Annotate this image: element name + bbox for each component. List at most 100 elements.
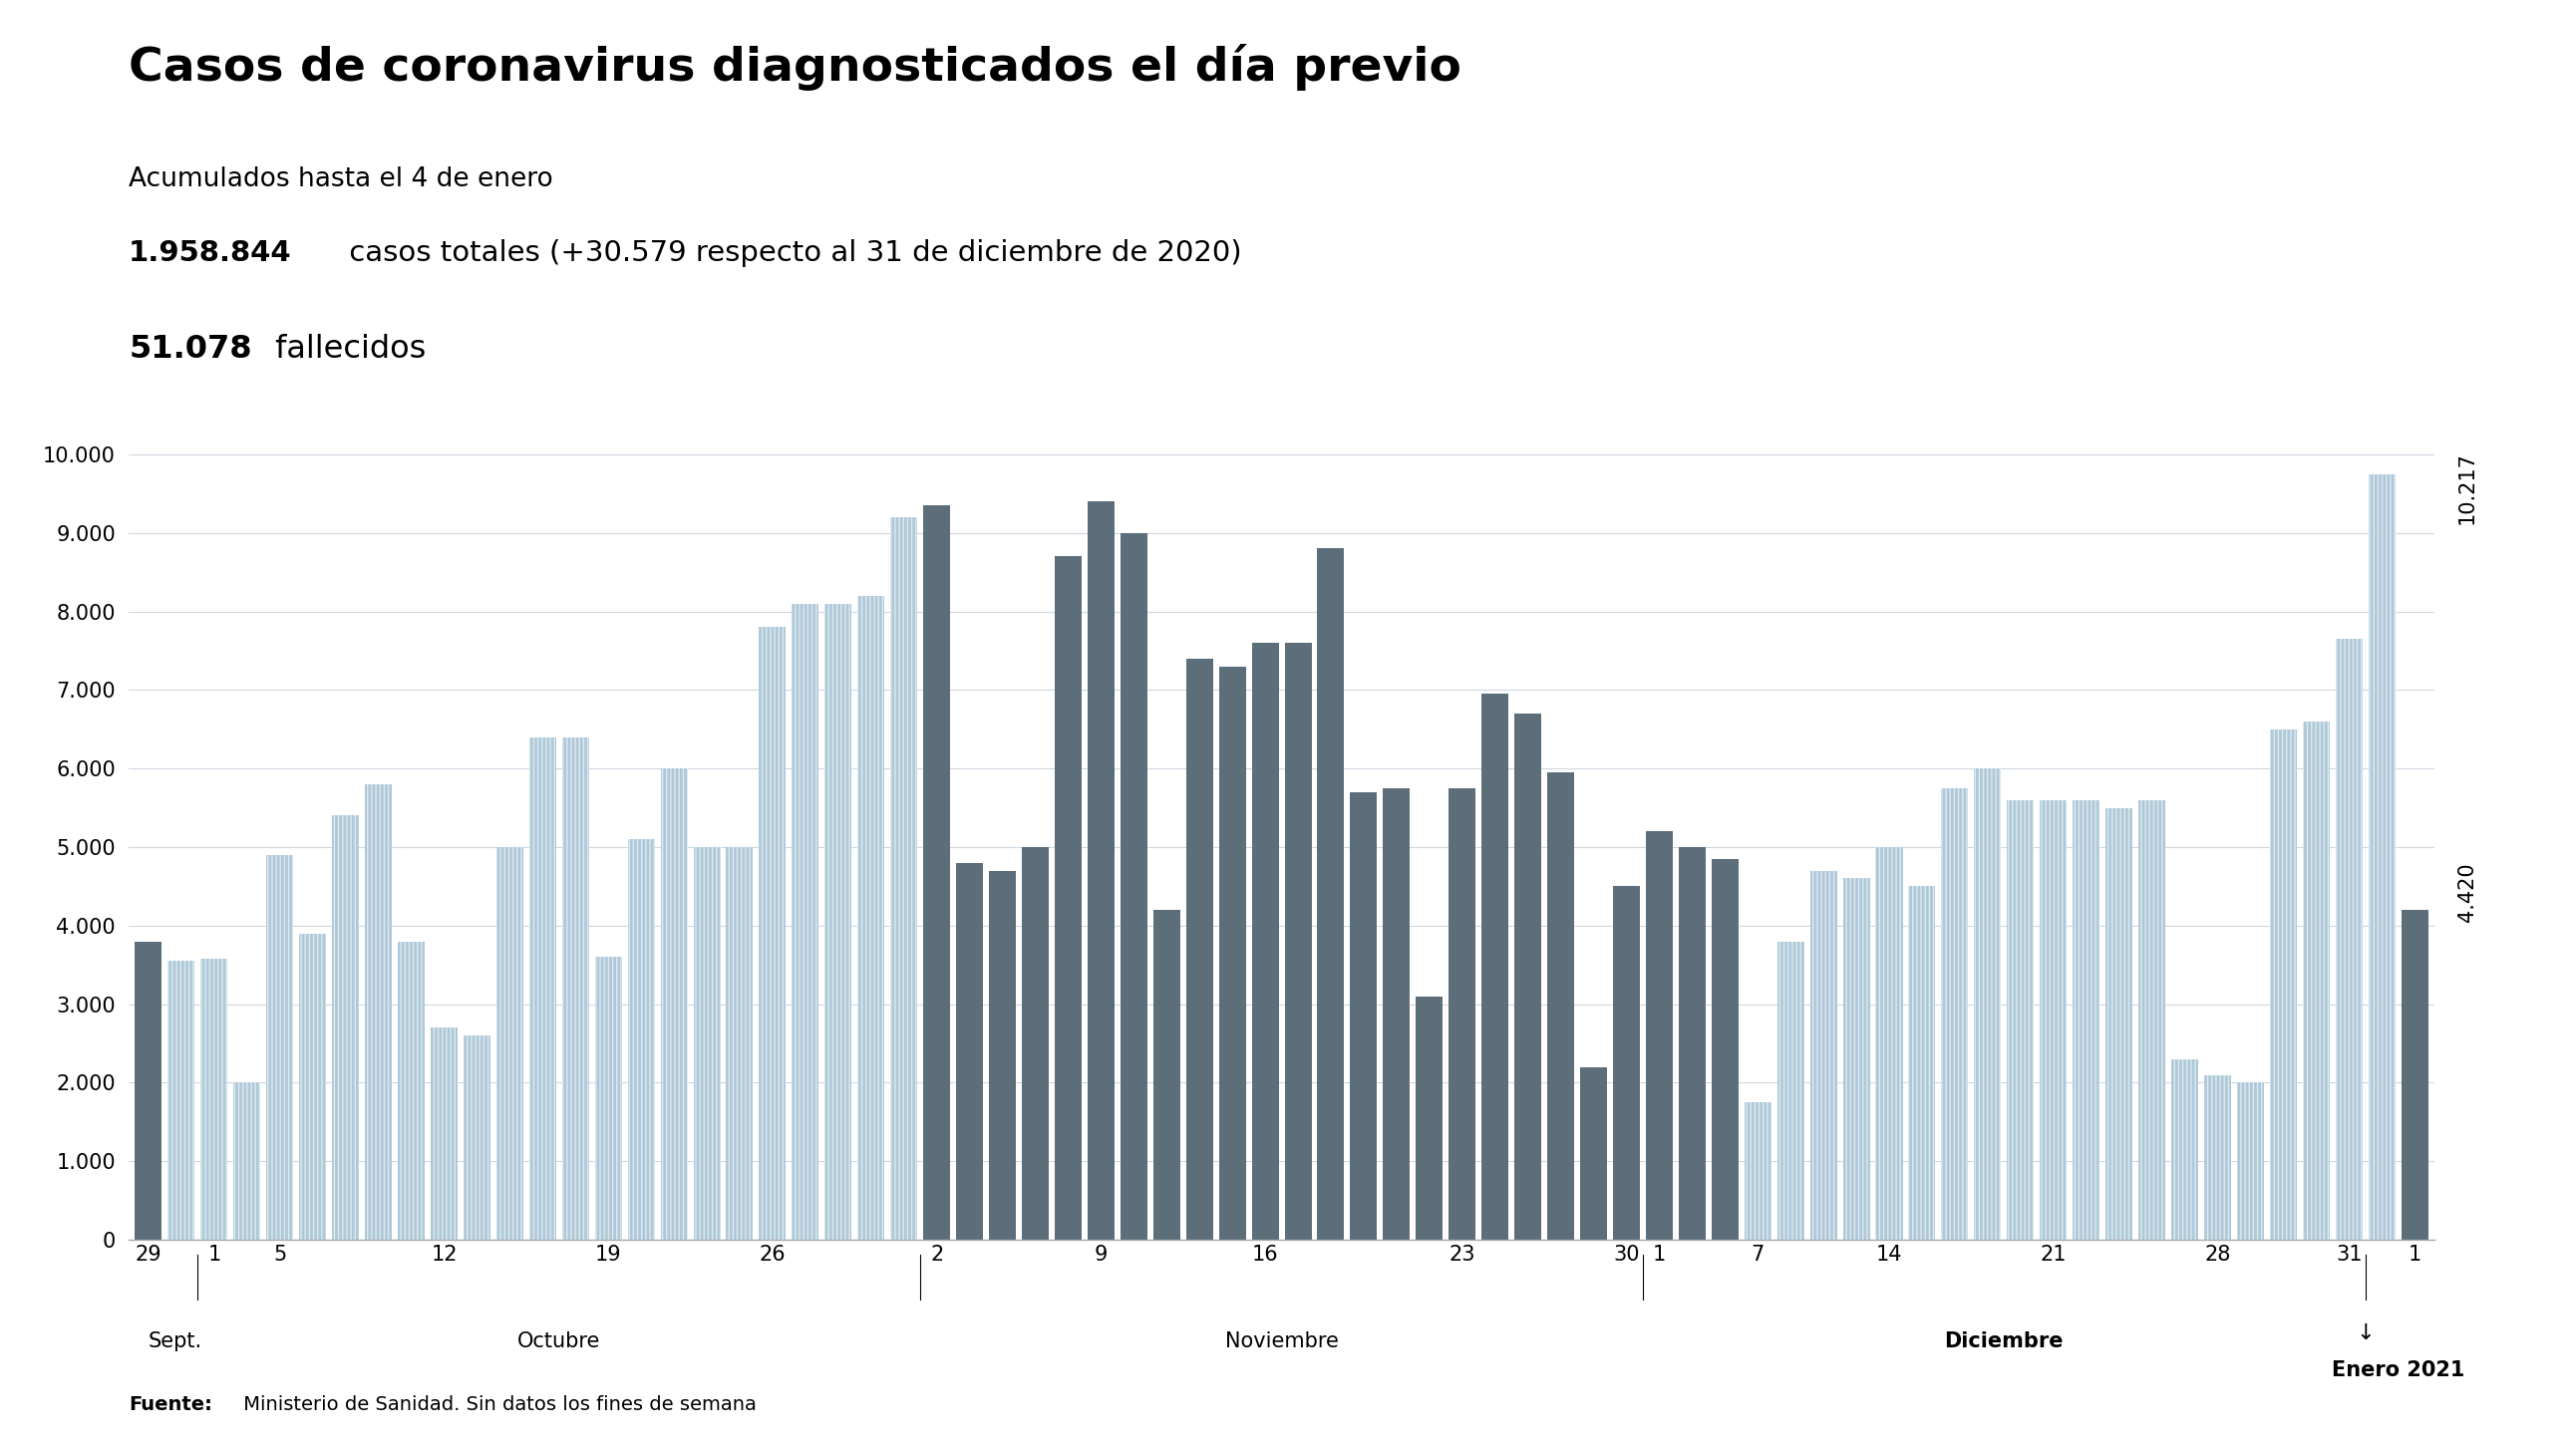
Text: 1.958.844: 1.958.844 — [129, 239, 291, 267]
Bar — [464, 1035, 489, 1240]
Bar — [1023, 847, 1048, 1240]
Bar — [2105, 808, 2133, 1240]
Bar — [2138, 800, 2166, 1240]
Bar — [2367, 474, 2396, 1240]
Bar — [1710, 858, 1739, 1240]
Bar — [2074, 800, 2099, 1240]
Bar — [1417, 996, 1443, 1240]
Bar — [1777, 941, 1803, 1240]
Bar — [595, 957, 621, 1240]
Bar — [1054, 557, 1082, 1240]
Text: Sept.: Sept. — [149, 1331, 204, 1351]
Bar — [201, 958, 227, 1240]
Bar — [922, 506, 951, 1240]
Bar — [234, 1083, 260, 1240]
Bar — [2172, 1058, 2197, 1240]
Bar — [332, 815, 358, 1240]
Bar — [956, 863, 984, 1240]
Bar — [726, 847, 752, 1240]
Bar — [791, 603, 819, 1240]
Bar — [397, 941, 425, 1240]
Bar — [167, 961, 196, 1240]
Bar — [1548, 773, 1574, 1240]
Bar — [1777, 941, 1803, 1240]
Bar — [659, 769, 688, 1240]
Bar — [1383, 789, 1409, 1240]
Bar — [562, 737, 590, 1240]
Bar — [791, 603, 819, 1240]
Bar — [1185, 658, 1213, 1240]
Bar — [2172, 1058, 2197, 1240]
Bar — [2105, 808, 2133, 1240]
Text: fallecidos: fallecidos — [265, 334, 425, 364]
Bar — [2336, 639, 2362, 1240]
Bar — [2236, 1083, 2264, 1240]
Bar — [234, 1083, 260, 1240]
Bar — [693, 847, 721, 1240]
Bar — [629, 840, 654, 1240]
Bar — [1252, 642, 1278, 1240]
Bar — [858, 596, 884, 1240]
Text: 10.217: 10.217 — [2458, 452, 2478, 525]
Bar — [1448, 789, 1476, 1240]
Bar — [201, 958, 227, 1240]
Bar — [1350, 792, 1378, 1240]
Bar — [2040, 800, 2066, 1240]
Bar — [1579, 1067, 1607, 1240]
Bar — [726, 847, 752, 1240]
Bar — [760, 626, 786, 1240]
Bar — [2269, 729, 2298, 1240]
Bar — [1481, 695, 1510, 1240]
Bar — [2074, 800, 2099, 1240]
Bar — [2336, 639, 2362, 1240]
Bar — [1942, 789, 1968, 1240]
Bar — [1121, 534, 1146, 1240]
Bar — [1744, 1102, 1772, 1240]
Bar — [332, 815, 358, 1240]
Bar — [1087, 502, 1115, 1240]
Bar — [397, 941, 425, 1240]
Bar — [2269, 729, 2298, 1240]
Bar — [497, 847, 523, 1240]
Bar — [2205, 1074, 2231, 1240]
Bar — [891, 518, 917, 1240]
Bar — [1680, 847, 1705, 1240]
Bar — [1811, 870, 1837, 1240]
Bar — [2205, 1074, 2231, 1240]
Text: Casos de coronavirus diagnosticados el día previo: Casos de coronavirus diagnosticados el d… — [129, 44, 1461, 90]
Bar — [824, 603, 853, 1240]
Bar — [562, 737, 590, 1240]
Text: Noviembre: Noviembre — [1224, 1331, 1340, 1351]
Bar — [167, 961, 196, 1240]
Bar — [1973, 769, 2002, 1240]
Bar — [760, 626, 786, 1240]
Bar — [1154, 911, 1180, 1240]
Bar — [1646, 831, 1672, 1240]
Bar — [858, 596, 884, 1240]
Bar — [1613, 886, 1641, 1240]
Text: 51.078: 51.078 — [129, 334, 252, 364]
Bar — [1875, 847, 1904, 1240]
Bar — [430, 1028, 459, 1240]
Bar — [528, 737, 556, 1240]
Bar — [464, 1035, 489, 1240]
Bar — [265, 855, 294, 1240]
Text: casos totales (+30.579 respecto al 31 de diciembre de 2020): casos totales (+30.579 respecto al 31 de… — [340, 239, 1242, 267]
Text: ↓: ↓ — [2357, 1324, 2375, 1344]
Bar — [430, 1028, 459, 1240]
Bar — [2040, 800, 2066, 1240]
Bar — [265, 855, 294, 1240]
Bar — [824, 603, 853, 1240]
Text: Diciembre: Diciembre — [1945, 1331, 2063, 1351]
Bar — [1285, 642, 1311, 1240]
Bar — [1811, 870, 1837, 1240]
Bar — [1744, 1102, 1772, 1240]
Bar — [989, 870, 1015, 1240]
Bar — [1218, 667, 1247, 1240]
Text: Fuente:: Fuente: — [129, 1395, 211, 1414]
Text: Enero 2021: Enero 2021 — [2331, 1360, 2465, 1380]
Bar — [1942, 789, 1968, 1240]
Bar — [2236, 1083, 2264, 1240]
Bar — [659, 769, 688, 1240]
Bar — [2138, 800, 2166, 1240]
